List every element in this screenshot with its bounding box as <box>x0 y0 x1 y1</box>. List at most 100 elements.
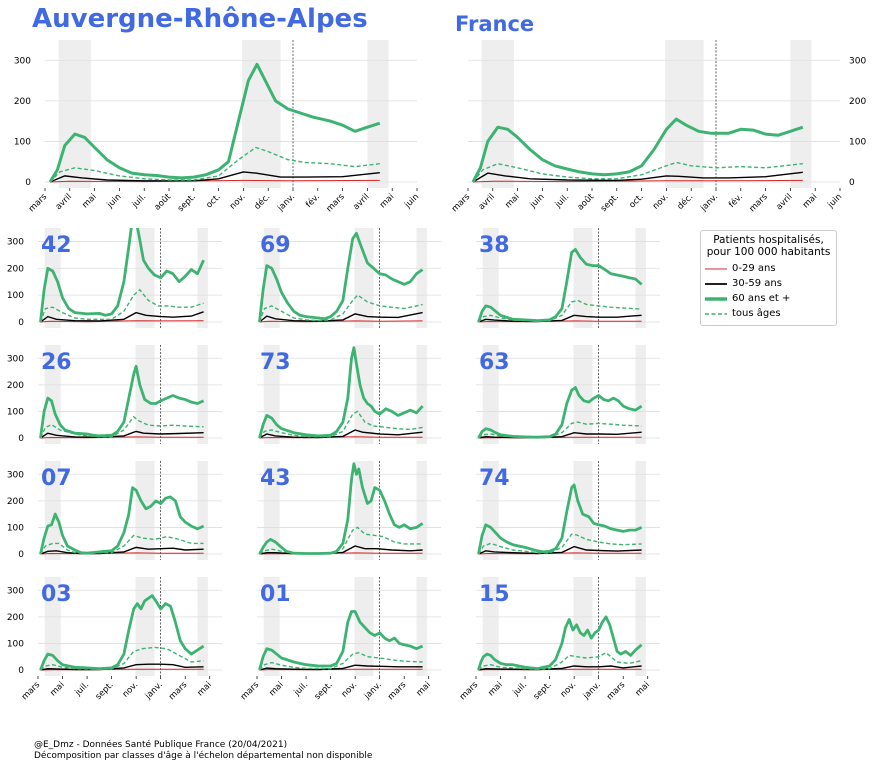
lockdown-shade <box>635 228 646 328</box>
x-tick-label: mai <box>196 680 214 698</box>
series-all-ages <box>258 410 423 439</box>
lockdown-shade <box>635 345 646 444</box>
y-tick-label: 200 <box>7 264 24 274</box>
chart-panel: 73 <box>257 345 441 444</box>
series-all-ages <box>258 294 423 323</box>
lockdown-shade <box>197 228 208 328</box>
lockdown-shade <box>135 577 155 676</box>
series-group <box>258 346 424 439</box>
x-tick-label: nov. <box>559 680 579 700</box>
series-all-ages <box>478 421 642 439</box>
lockdown-shade <box>44 461 61 560</box>
department-label: 43 <box>260 466 291 491</box>
y-tick-label: 0 <box>18 434 24 444</box>
y-tick-label: 300 <box>7 237 24 247</box>
series-60-plus <box>477 386 643 439</box>
lockdown-shade <box>263 228 280 328</box>
x-tick-label: sept. <box>176 192 198 214</box>
legend-title-line1: Patients hospitalisés, <box>713 234 824 246</box>
x-tick-label: oct. <box>204 192 222 210</box>
lockdown-shade <box>354 461 374 560</box>
legend-label: 30-59 ans <box>732 278 782 289</box>
y-tick-label: 200 <box>7 381 24 391</box>
y-tick-label: 200 <box>7 613 24 623</box>
series-60-plus <box>258 610 424 671</box>
lockdown-shade <box>573 228 593 328</box>
footer: @E_Dmz - Données Santé Publique France (… <box>34 740 372 762</box>
legend-label: 60 ans et + <box>732 293 791 304</box>
y-tick-label: 0 <box>18 550 24 560</box>
series-60-plus <box>258 462 424 555</box>
x-tick-label: juil. <box>511 680 530 699</box>
lockdown-shade <box>242 40 281 188</box>
x-tick-label: mars <box>386 680 409 703</box>
lockdown-shade <box>58 40 91 188</box>
y-tick-label: 0 <box>25 178 31 188</box>
x-tick-label: juil. <box>130 192 149 211</box>
x-tick-label: août <box>153 192 174 213</box>
chart-panel: 43 <box>257 461 441 560</box>
series-60-plus <box>258 346 424 439</box>
department-label: 63 <box>479 350 510 375</box>
country-title: France <box>455 12 535 36</box>
series-all-ages <box>49 146 380 183</box>
series-all-ages <box>39 534 204 555</box>
lockdown-shade <box>790 40 812 188</box>
region-title: Auvergne-Rhône-Alpes <box>32 4 368 34</box>
x-tick-label: déc. <box>252 191 273 212</box>
lockdown-shade <box>44 228 61 328</box>
x-tick-label: mars <box>239 680 262 703</box>
y-tick-label: 300 <box>7 470 24 480</box>
series-30-59 <box>478 431 642 439</box>
y-tick-label: 300 <box>849 56 866 66</box>
y-tick-label: 300 <box>7 586 24 596</box>
x-tick-label: janv. <box>362 680 384 702</box>
series-60-plus <box>258 232 424 323</box>
department-label: 38 <box>479 233 510 258</box>
lockdown-shade <box>135 461 155 560</box>
x-tick-label: avril <box>54 192 74 212</box>
x-tick-label: sept. <box>532 680 554 702</box>
legend-item-30-59: 30-59 ans <box>705 276 832 291</box>
x-tick-label: mars <box>27 192 50 215</box>
series-group <box>477 615 643 671</box>
series-0-29 <box>40 320 204 323</box>
x-tick-label: mars <box>325 192 348 215</box>
lockdown-shade <box>416 461 427 560</box>
x-tick-label: nov. <box>651 192 671 212</box>
x-tick-label: sept. <box>599 192 621 214</box>
series-group <box>258 232 424 323</box>
y-tick-label: 300 <box>7 354 24 364</box>
chart-panel: 63 <box>476 345 660 444</box>
department-label: 07 <box>41 466 72 491</box>
x-tick-label: sept. <box>313 680 335 702</box>
x-tick-label: mai <box>415 680 433 698</box>
series-60-plus <box>477 615 643 671</box>
x-tick-label: mars <box>167 680 190 703</box>
series-group <box>258 462 424 555</box>
legend-label: tous âges <box>732 308 781 319</box>
series-all-ages <box>39 288 204 323</box>
series-all-ages <box>478 651 642 671</box>
series-0-29 <box>472 179 803 183</box>
lockdown-shade <box>481 40 514 188</box>
series-all-ages <box>477 299 642 323</box>
x-tick-label: mars <box>605 680 628 703</box>
series-30-59 <box>259 311 423 323</box>
legend-swatch-red <box>705 268 727 269</box>
x-tick-label: avril <box>351 192 371 212</box>
department-label: 73 <box>260 350 291 375</box>
series-60-plus <box>39 364 205 439</box>
footer-note: Décomposition par classes d'âge à l'éche… <box>34 751 373 761</box>
series-30-59 <box>259 429 423 439</box>
x-tick-label: août <box>576 192 597 213</box>
x-tick-label: mars <box>20 680 43 703</box>
y-tick-label: 300 <box>14 56 31 66</box>
department-label: 01 <box>260 582 291 607</box>
series-60-plus <box>471 117 804 183</box>
lockdown-shade <box>635 461 646 560</box>
series-group <box>39 228 205 323</box>
lockdown-shade <box>416 345 427 444</box>
